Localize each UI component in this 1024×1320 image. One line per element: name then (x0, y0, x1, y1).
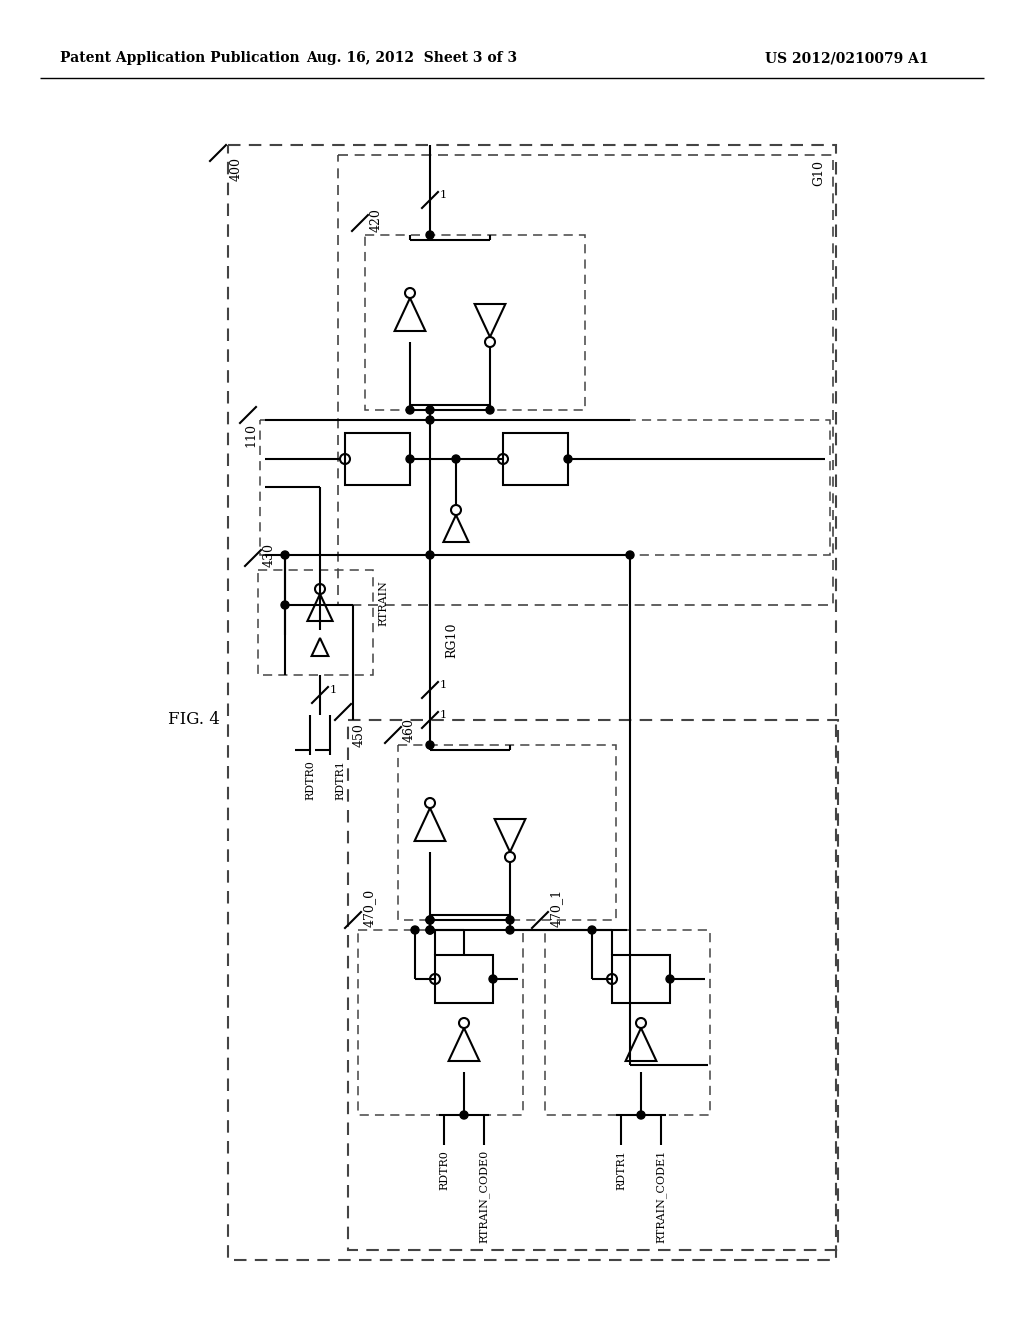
Circle shape (426, 927, 434, 935)
Text: G10: G10 (812, 160, 825, 186)
Text: 460: 460 (403, 718, 416, 742)
Bar (435, 954, 493, 1003)
Bar (260, 420, 830, 554)
Bar (365, 235, 585, 411)
Circle shape (489, 975, 497, 983)
Text: 470_0: 470_0 (362, 888, 376, 927)
Circle shape (564, 455, 572, 463)
Text: RTRAIN: RTRAIN (378, 579, 388, 626)
Bar (348, 719, 838, 1250)
Circle shape (406, 455, 414, 463)
Bar (612, 954, 670, 1003)
Text: RDTR1: RDTR1 (335, 760, 345, 800)
Text: 420: 420 (370, 209, 383, 232)
Text: US 2012/0210079 A1: US 2012/0210079 A1 (765, 51, 929, 65)
Text: 1: 1 (440, 190, 447, 201)
Circle shape (426, 927, 434, 935)
Text: RTRAIN_CODE0: RTRAIN_CODE0 (478, 1150, 489, 1243)
Circle shape (426, 916, 434, 924)
Circle shape (426, 416, 434, 424)
Bar (228, 145, 836, 1261)
Text: 430: 430 (263, 543, 276, 568)
Circle shape (426, 407, 434, 414)
Text: RDTR1: RDTR1 (616, 1150, 626, 1189)
Bar (398, 744, 616, 920)
Text: 1: 1 (440, 680, 447, 690)
Circle shape (460, 1111, 468, 1119)
Bar (338, 154, 833, 605)
Text: 1: 1 (330, 685, 337, 696)
Circle shape (411, 927, 419, 935)
Circle shape (426, 550, 434, 558)
Text: 450: 450 (353, 723, 366, 747)
Circle shape (486, 407, 494, 414)
Circle shape (506, 927, 514, 935)
Circle shape (426, 231, 434, 239)
Circle shape (281, 550, 289, 558)
Circle shape (637, 1111, 645, 1119)
Text: 400: 400 (230, 157, 243, 181)
Circle shape (281, 601, 289, 609)
Circle shape (626, 550, 634, 558)
Text: RDTR0: RDTR0 (439, 1150, 449, 1189)
Text: 470_1: 470_1 (550, 888, 563, 927)
Circle shape (406, 407, 414, 414)
Bar (545, 931, 710, 1115)
Text: Patent Application Publication: Patent Application Publication (60, 51, 300, 65)
Bar (503, 433, 568, 484)
Circle shape (426, 916, 434, 924)
Text: 110: 110 (244, 422, 257, 447)
Bar (345, 433, 410, 484)
Circle shape (666, 975, 674, 983)
Circle shape (588, 927, 596, 935)
Circle shape (452, 455, 460, 463)
Bar (358, 931, 523, 1115)
Circle shape (506, 916, 514, 924)
Circle shape (426, 741, 434, 748)
Bar (258, 570, 373, 675)
Text: 1: 1 (440, 710, 447, 719)
Text: RDTR0: RDTR0 (305, 760, 315, 800)
Text: FIG. 4: FIG. 4 (168, 711, 220, 729)
Text: RTRAIN_CODE1: RTRAIN_CODE1 (655, 1150, 667, 1243)
Text: Aug. 16, 2012  Sheet 3 of 3: Aug. 16, 2012 Sheet 3 of 3 (306, 51, 517, 65)
Text: RG10: RG10 (445, 622, 458, 657)
